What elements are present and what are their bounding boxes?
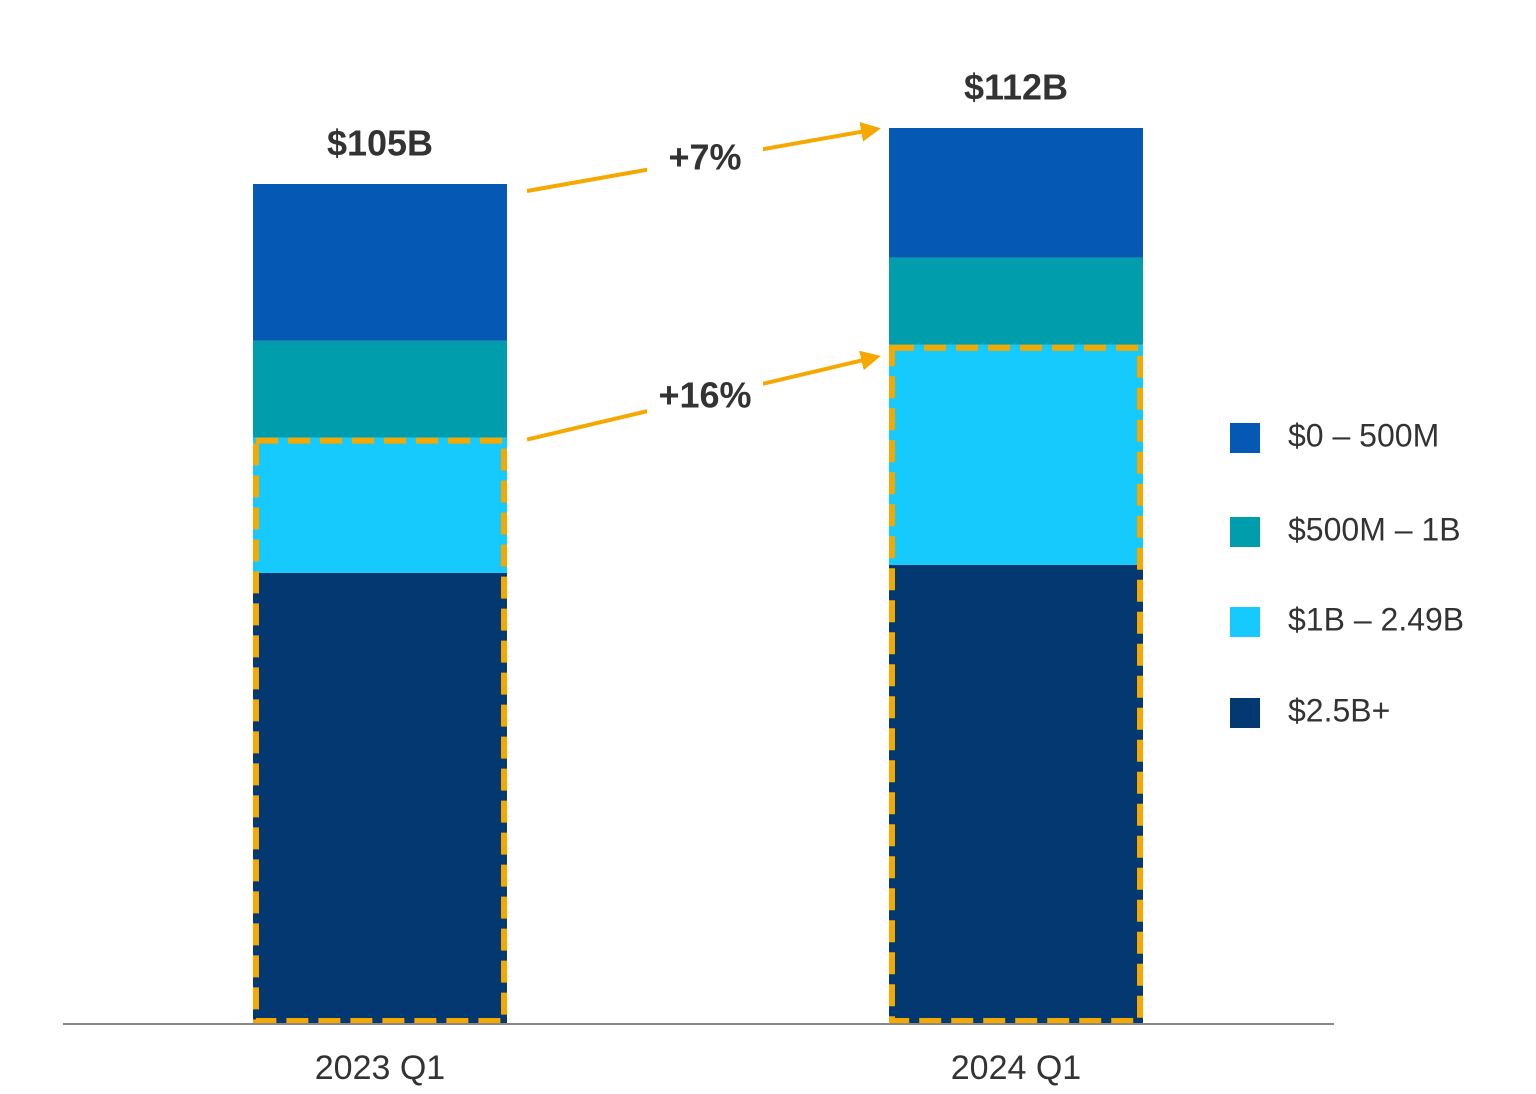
bar-segment (889, 128, 1143, 258)
total-label: $105B (327, 123, 433, 164)
total-label: $112B (964, 67, 1068, 108)
x-tick-label: 2024 Q1 (951, 1049, 1081, 1087)
legend-swatch (1230, 607, 1260, 637)
annotation-bg (647, 372, 763, 425)
highlight-box (889, 344, 1143, 1024)
legend-swatch (1230, 698, 1260, 728)
bar-segment (253, 184, 507, 341)
bar-segment (253, 572, 507, 1024)
bar-segment (253, 437, 507, 573)
legend-swatch (1230, 423, 1260, 453)
legend-label: $0 – 500M (1288, 417, 1439, 453)
legend-label: $1B – 2.49B (1288, 601, 1464, 637)
annotation: +7% (668, 137, 741, 178)
annotation: +16% (658, 375, 751, 416)
bar-segment (889, 344, 1143, 565)
legend-label: $500M – 1B (1288, 511, 1461, 547)
legend-label: $2.5B+ (1288, 692, 1390, 728)
legend-swatch (1230, 517, 1260, 547)
bar-segment (253, 340, 507, 438)
bar-segment (889, 257, 1143, 345)
bar-segment (889, 564, 1143, 1024)
annotation-bg (647, 134, 763, 186)
x-tick-label: 2023 Q1 (315, 1049, 445, 1087)
